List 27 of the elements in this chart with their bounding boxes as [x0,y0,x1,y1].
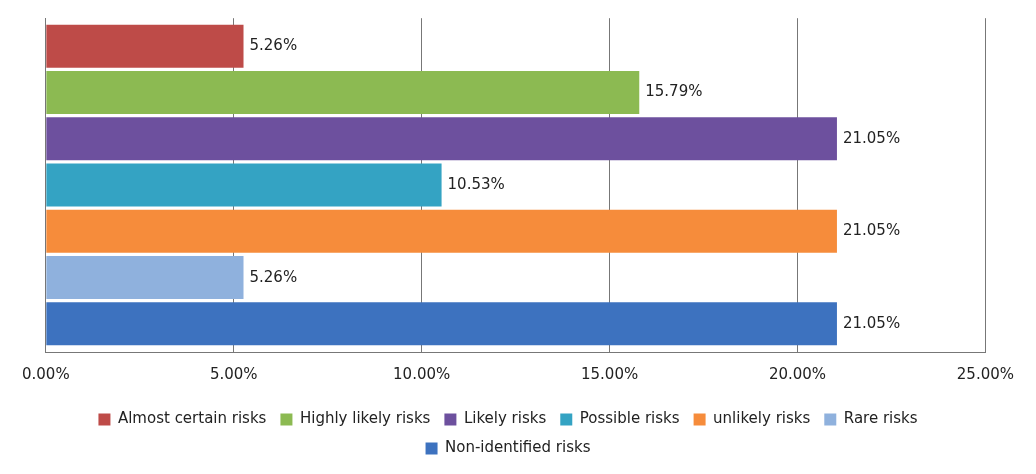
legend-label: Possible risks [579,409,680,428]
data-label: 21.05% [842,221,901,240]
x-tick-label: 15.00% [580,364,639,383]
x-tick-label: 0.00% [22,364,70,383]
x-tick-label: 10.00% [393,364,451,383]
legend-label: Almost certain risks [117,409,267,428]
x-tick-label: 5.00% [209,364,258,383]
bar [46,71,640,115]
bar [46,24,244,68]
bar [46,163,442,207]
data-label: 21.05% [842,128,901,147]
data-label: 15.79% [645,82,703,101]
legend-label: Highly likely risks [299,409,431,428]
legend-label: Non-identified risks [445,438,591,457]
x-tick-label: 20.00% [768,364,827,383]
legend-label: Likely risks [463,409,547,428]
legend-label: Rare risks [843,409,918,428]
data-label: 21.05% [842,313,901,332]
bar [46,302,837,346]
data-label: 5.26% [249,267,298,286]
data-label: 10.53% [447,174,505,193]
x-tick-label: 25.00% [956,364,1014,383]
bar [46,209,837,253]
bar [46,117,837,161]
bar [46,256,244,300]
legend-label: unlikely risks [713,409,811,428]
data-label: 5.26% [249,36,298,55]
